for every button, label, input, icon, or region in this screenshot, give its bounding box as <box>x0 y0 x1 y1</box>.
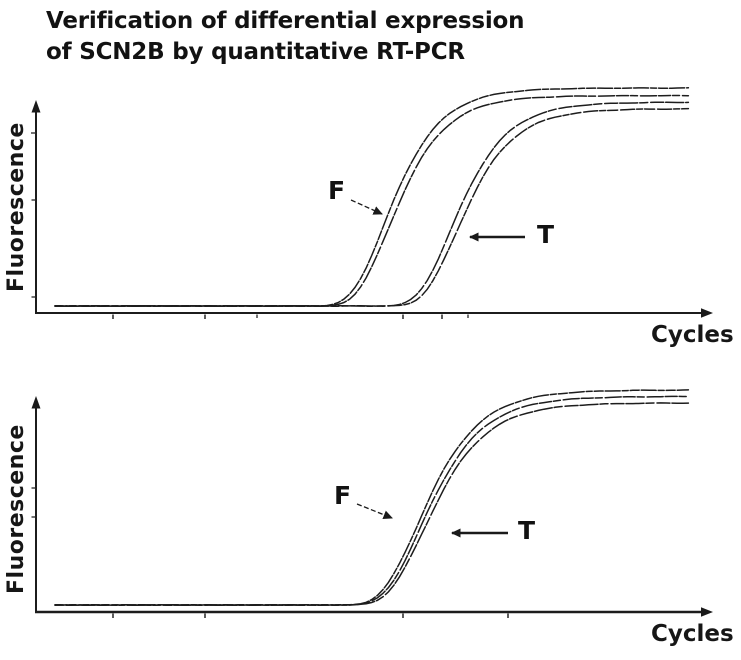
figure-title-line1: Verification of differential expression <box>46 8 525 34</box>
y-axis-arrow-icon <box>31 396 41 409</box>
x-axis-ticks <box>112 314 469 319</box>
amplification-curve-F-1 <box>54 87 690 307</box>
amplification-curve-F-2 <box>54 395 690 606</box>
y-axis-label-top: Fluorescence <box>4 122 29 292</box>
x-axis-arrow-icon <box>701 607 713 617</box>
f-annotation-arrow <box>350 199 383 215</box>
bottom-chart <box>31 389 713 618</box>
annotation-label-t-bottom: T <box>518 516 536 545</box>
figure-title-line2: of SCN2B by quantitative RT-PCR <box>46 39 465 65</box>
amplification-curve-T-2 <box>54 107 690 307</box>
amplification-curves <box>54 87 690 307</box>
x-axis-label-bottom: Cycles <box>651 621 734 647</box>
top-chart <box>31 87 713 319</box>
amplification-curves <box>54 389 690 606</box>
figure-title: Verification of differential expression … <box>46 6 525 68</box>
annotation-label-f-bottom: F <box>334 481 352 510</box>
y-axis-arrow-icon <box>31 100 41 113</box>
y-axis-label-bottom: Fluorescence <box>4 424 29 594</box>
annotation-label-f-top: F <box>328 176 346 205</box>
f-annotation-arrow <box>356 503 393 520</box>
amplification-curve-T-1 <box>54 101 690 307</box>
x-axis-arrow-icon <box>701 308 713 318</box>
amplification-curve-F-1 <box>54 389 690 606</box>
y-axis-ticks <box>31 487 36 518</box>
amplification-curve-F-2 <box>54 94 690 307</box>
y-axis-ticks <box>31 132 36 298</box>
annotation-label-t-top: T <box>537 220 555 249</box>
amplification-curve-T-1 <box>54 402 690 606</box>
x-axis-label-top: Cycles <box>651 322 734 348</box>
x-axis-ticks <box>112 613 509 618</box>
